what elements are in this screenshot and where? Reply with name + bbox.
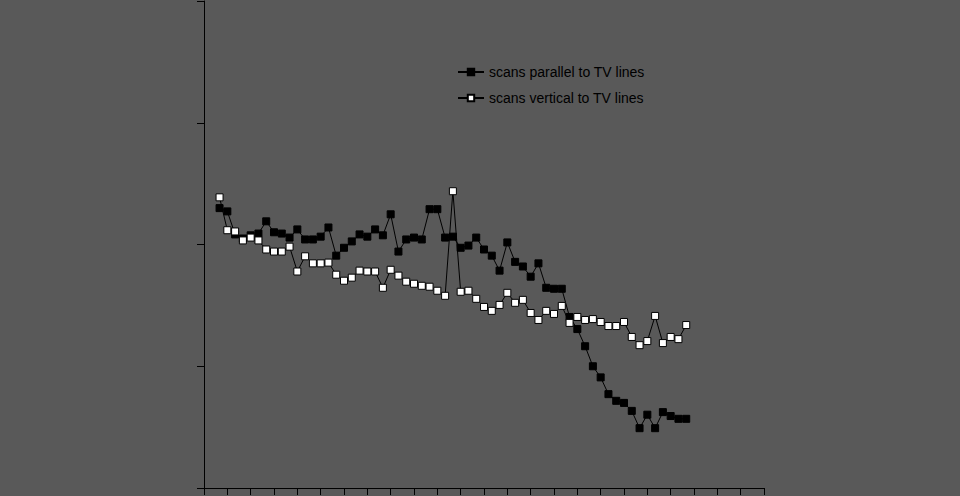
svg-text:scans parallel to TV lines: scans parallel to TV lines: [489, 64, 644, 80]
svg-text:scans vertical to TV lines: scans vertical to TV lines: [489, 90, 644, 106]
